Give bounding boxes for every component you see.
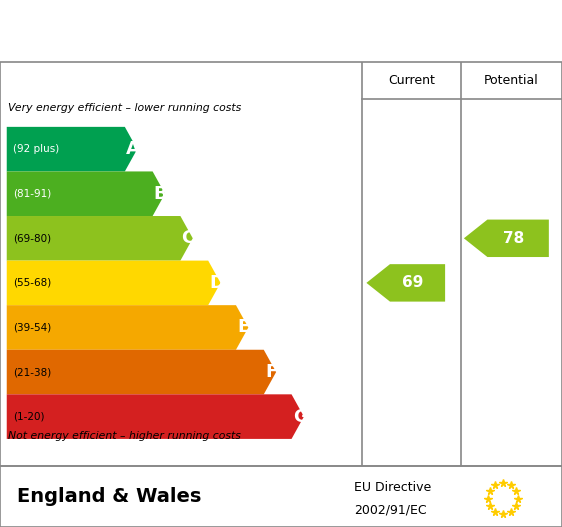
Polygon shape: [366, 264, 445, 301]
Polygon shape: [7, 127, 137, 171]
Text: Not energy efficient – higher running costs: Not energy efficient – higher running co…: [8, 431, 241, 441]
Text: (69-80): (69-80): [13, 233, 52, 243]
Text: Potential: Potential: [484, 74, 539, 87]
Polygon shape: [7, 394, 304, 439]
Text: EU Directive: EU Directive: [354, 481, 431, 494]
Text: (39-54): (39-54): [13, 323, 52, 333]
Polygon shape: [7, 350, 276, 394]
Text: 2002/91/EC: 2002/91/EC: [354, 503, 427, 516]
Text: (81-91): (81-91): [13, 189, 52, 199]
Text: (21-38): (21-38): [13, 367, 52, 377]
Text: (1-20): (1-20): [13, 412, 45, 422]
Polygon shape: [7, 305, 248, 350]
Polygon shape: [7, 171, 165, 216]
Polygon shape: [7, 216, 193, 260]
Text: F: F: [265, 363, 277, 381]
Polygon shape: [464, 220, 549, 257]
Text: Current: Current: [388, 74, 435, 87]
Text: 69: 69: [402, 276, 424, 290]
Text: C: C: [182, 229, 195, 247]
Text: England & Wales: England & Wales: [17, 487, 201, 506]
Text: (55-68): (55-68): [13, 278, 52, 288]
Text: (92 plus): (92 plus): [13, 144, 60, 154]
Text: E: E: [237, 318, 250, 336]
Text: B: B: [154, 185, 167, 203]
Text: Energy Efficiency Rating: Energy Efficiency Rating: [17, 19, 343, 43]
Text: G: G: [293, 407, 307, 426]
Polygon shape: [7, 260, 220, 305]
Text: Very energy efficient – lower running costs: Very energy efficient – lower running co…: [8, 103, 242, 113]
Text: D: D: [209, 274, 224, 292]
Text: 78: 78: [503, 231, 524, 246]
Text: A: A: [126, 140, 140, 158]
